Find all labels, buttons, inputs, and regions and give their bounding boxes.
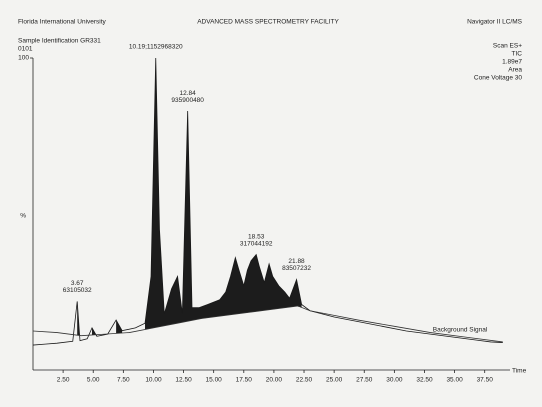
x-tick-label: 22.50: [296, 377, 313, 384]
x-tick-label: 10.00: [145, 377, 162, 384]
institution: Florida International University: [18, 19, 107, 26]
x-tick-label: 5.00: [87, 377, 100, 384]
trace-line: [32, 57, 503, 346]
y-axis-label: %: [20, 213, 26, 220]
scan-info: Scan ES+: [493, 43, 522, 50]
facility-title: ADVANCED MASS SPECTROMETRY FACILITY: [197, 19, 339, 26]
instrument: Navigator II LC/MS: [467, 19, 523, 26]
x-tick-label: 12.50: [175, 377, 192, 384]
x-tick-label: 25.00: [326, 377, 343, 384]
peak-label: 18.53: [248, 233, 265, 240]
peak-label: 935900480: [171, 97, 204, 104]
peak-label: 63105032: [63, 287, 92, 294]
x-tick-label: 37.50: [477, 377, 494, 384]
x-axis-label: Time: [512, 368, 527, 375]
peak-fill: [145, 58, 302, 330]
x-tick-label: 7.50: [117, 377, 130, 384]
x-tick-label: 17.50: [236, 377, 253, 384]
scan-info: 1.89e7: [502, 59, 522, 66]
x-tick-label: 30.00: [386, 377, 403, 384]
x-tick-label: 2.50: [57, 377, 70, 384]
scan-info: Cone Voltage 30: [474, 75, 522, 82]
series-label: Background Signal: [433, 327, 488, 334]
peak-label: 12.84: [180, 90, 197, 97]
x-tick-label: 35.00: [446, 377, 463, 384]
peak-label: 21.88: [288, 258, 305, 265]
sample-code: 0101: [18, 46, 33, 53]
peak-label: 317044192: [240, 240, 273, 247]
scan-info: TIC: [512, 51, 523, 58]
y-tick-label: 100: [18, 55, 29, 62]
trace-line: [32, 305, 503, 343]
x-tick-label: 27.50: [356, 377, 373, 384]
x-tick-label: 32.50: [416, 377, 433, 384]
peak-label: 3.67: [71, 280, 84, 287]
sample-id: Sample Identification GR331: [18, 38, 101, 45]
x-tick-label: 20.00: [266, 377, 283, 384]
scan-info: Area: [508, 67, 522, 74]
x-tick-label: 15.00: [206, 377, 223, 384]
peak-label: 83507232: [282, 265, 311, 272]
peak-label: 10.19;1152968320: [129, 44, 183, 51]
